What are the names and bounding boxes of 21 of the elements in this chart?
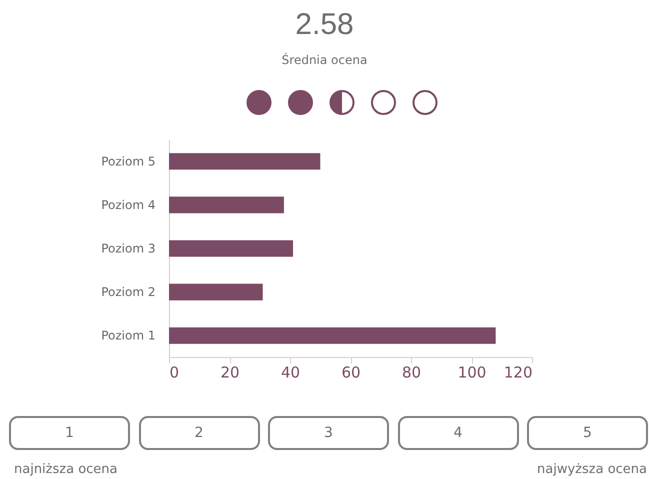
y-tick-label: Poziom 3 — [101, 242, 156, 256]
text: 1 — [9, 416, 130, 450]
y-tick-label: Poziom 2 — [101, 285, 156, 300]
x-tick-label: 100 — [458, 364, 486, 382]
text: 5 — [527, 416, 648, 450]
x-tick-label: 40 — [280, 364, 300, 382]
y-tick-label: Poziom 1 — [101, 328, 156, 343]
text: najwyższa ocena — [537, 462, 647, 477]
text: najniższa ocena — [14, 462, 118, 477]
x-tick-label: 120 — [504, 364, 532, 382]
x-tick-label: 20 — [220, 364, 240, 382]
chart-subtitle: Średnia ocena — [280, 53, 368, 67]
x-tick-label: 60 — [341, 364, 361, 382]
x-tick-label: 80 — [402, 364, 422, 382]
x-tick-label: 0 — [170, 364, 180, 382]
text: 4 — [398, 416, 518, 450]
text: 3 — [268, 416, 389, 450]
y-tick-label: Poziom 5 — [101, 154, 156, 168]
chart-title: 2.58 — [294, 8, 355, 42]
y-tick-label: Poziom 4 — [101, 198, 156, 212]
text: 2 — [138, 416, 260, 450]
